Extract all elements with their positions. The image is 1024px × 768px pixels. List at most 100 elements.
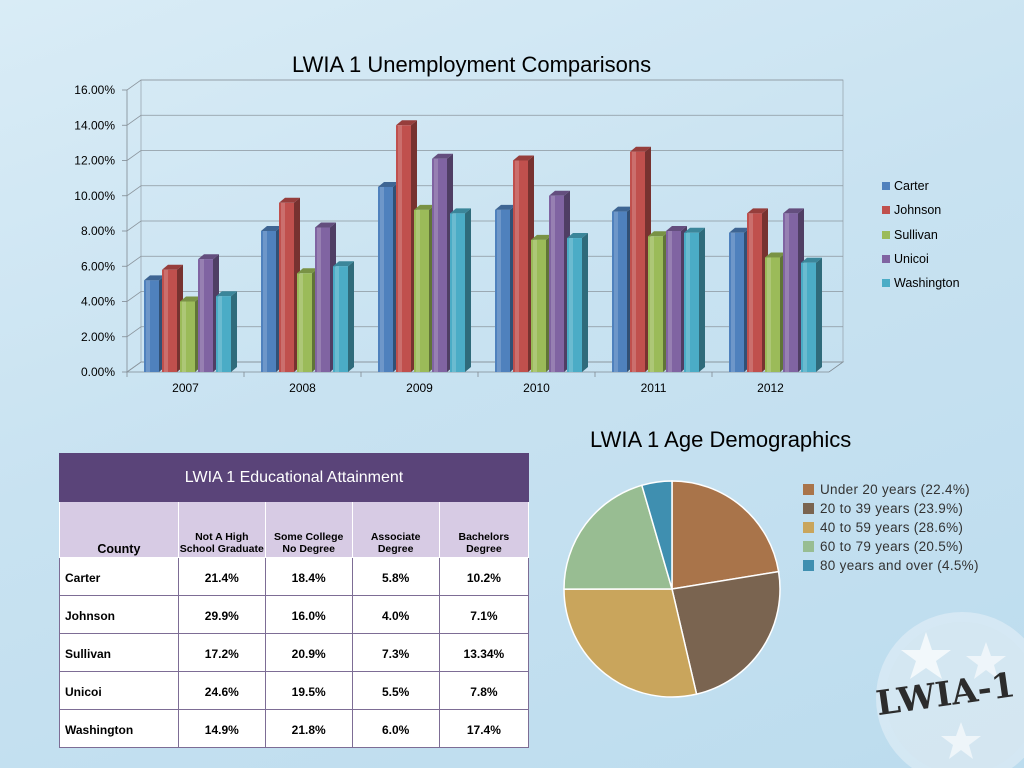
cell: 17.2% [177,633,266,672]
legend-swatch [882,279,890,288]
educational-attainment-table: LWIA 1 Educational Attainment County Not… [59,453,530,748]
cell-county: Johnson [59,595,179,634]
header-some-college: Some College No Degree [264,501,353,558]
legend-swatch [803,503,814,514]
legend-label: Washington [894,276,960,291]
table-row: Washington 14.9% 21.8% 6.0% 17.4% [59,709,530,748]
bar-sullivan-2011 [648,231,669,372]
bar-washington-2012 [801,257,822,372]
pie-slice-4 [563,484,673,590]
legend-label: 80 years and over (4.5%) [820,558,979,573]
y-tick-label: 10.00% [74,189,115,203]
legend-item-carter: Carter [882,174,960,198]
bar-washington-2008 [333,261,354,372]
bar-unicoi-2012 [783,208,804,372]
bar-unicoi-2009 [432,153,453,372]
x-tick-label: 2009 [406,381,433,395]
table-row: Johnson 29.9% 16.0% 4.0% 7.1% [59,595,530,634]
bar-unicoi-2007 [198,254,219,372]
bar-chart-legend: Carter Johnson Sullivan Unicoi Washington [882,174,960,295]
bar-carter-2009 [378,181,399,372]
y-tick-label: 12.00% [74,154,115,168]
y-tick-label: 14.00% [74,118,115,132]
cell-county: Washington [59,709,179,748]
bar-johnson-2012 [747,208,768,372]
bar-washington-2010 [567,233,588,372]
bar-carter-2010 [495,204,516,372]
bar-sullivan-2010 [531,234,552,372]
pie-legend-item: 40 to 59 years (28.6%) [803,518,1000,537]
bar-sullivan-2007 [180,296,201,372]
bar-washington-2007 [216,291,237,372]
y-tick-label: 2.00% [81,330,115,344]
header-not-hs-grad: Not A High School Graduate [177,501,266,558]
legend-item-washington: Washington [882,271,960,295]
legend-label: Unicoi [894,252,929,267]
bar-carter-2008 [261,226,282,372]
cell: 18.4% [264,557,353,596]
gridline [126,185,843,197]
pie-slice-5 [640,480,673,590]
gridline [126,220,843,232]
table-title: LWIA 1 Educational Attainment [59,453,529,502]
cell: 6.0% [351,709,440,748]
unemployment-bar-chart: 0.00% 2.00% 4.00% 6.00% 8.00% 10.00% 12.00% 14.… [74,79,845,395]
x-tick-label: 2011 [641,381,667,395]
cell-county: Carter [59,557,179,596]
pie-legend-item: Under 20 years (22.4%) [803,480,1000,499]
cell: 13.34% [438,633,530,672]
bar-unicoi-2010 [549,190,570,372]
bar-carter-2007 [144,275,165,372]
legend-swatch [882,230,890,239]
bar-unicoi-2008 [315,222,336,372]
cell: 20.9% [264,633,353,672]
cell: 7.8% [438,671,530,710]
legend-label: Sullivan [894,227,938,242]
legend-swatch [803,484,814,495]
y-tick-label: 16.00% [74,83,115,97]
legend-item-unicoi: Unicoi [882,247,960,271]
header-associate: Associate Degree [351,501,440,558]
bar-johnson-2011 [630,146,651,372]
gridline [126,79,843,91]
x-tick-label: 2008 [289,381,316,395]
legend-swatch [882,206,890,215]
legend-swatch [882,255,890,264]
bar-johnson-2009 [396,120,417,372]
legend-item-johnson: Johnson [882,198,960,222]
cell-county: Sullivan [59,633,179,672]
gridline [126,114,843,126]
bar-unicoi-2011 [666,226,687,372]
legend-swatch [882,182,890,191]
legend-label: Johnson [894,203,942,218]
pie-chart-legend: Under 20 years (22.4%) 20 to 39 years (23… [803,480,1000,575]
gridline [126,326,843,338]
legend-label: 20 to 39 years (23.9%) [820,501,964,516]
pie-legend-item: 60 to 79 years (20.5%) [803,537,1000,556]
pie-legend-item: 80 years and over (4.5%) [803,556,1000,575]
bar-sullivan-2009 [414,204,435,372]
cell: 21.8% [264,709,353,748]
cell: 14.9% [177,709,266,748]
legend-item-sullivan: Sullivan [882,223,960,247]
bar-carter-2011 [612,206,633,372]
pie-slice-3 [563,588,698,698]
legend-label: 60 to 79 years (20.5%) [820,539,964,554]
cell: 17.4% [438,709,530,748]
table-row: Carter 21.4% 18.4% 5.8% 10.2% [59,557,530,596]
legend-swatch [803,560,814,571]
gridline [126,291,843,302]
legend-swatch [803,541,814,552]
cell: 24.6% [177,671,266,710]
cell: 21.4% [177,557,266,596]
table-header-row: County Not A High School Graduate Some C… [59,501,530,558]
pie-chart-title: LWIA 1 Age Demographics [590,427,852,452]
bar-sullivan-2012 [765,252,786,372]
cell: 4.0% [351,595,440,634]
y-tick-label: 6.00% [81,259,115,273]
pie-legend-item: 20 to 39 years (23.9%) [803,499,1000,518]
legend-label: 40 to 59 years (28.6%) [820,520,964,535]
lwia-logo: LWIA-1 [874,612,1024,768]
cell: 10.2% [438,557,530,596]
gridline [126,361,843,373]
